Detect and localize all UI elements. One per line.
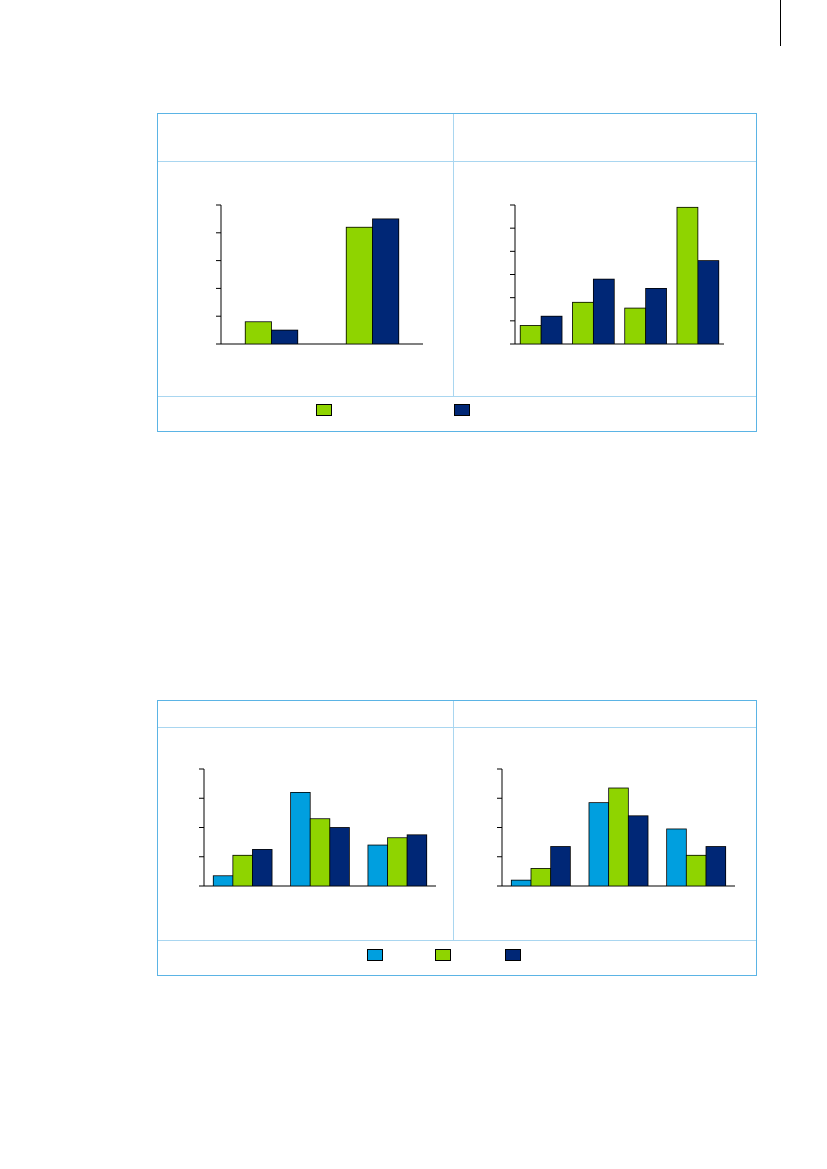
fig2-legend-item-blue <box>367 949 389 961</box>
title-divider <box>158 161 756 162</box>
bar <box>676 206 699 345</box>
bar <box>697 260 720 345</box>
fig1-left-chart <box>216 204 423 345</box>
fig1-legend <box>316 404 476 416</box>
legend-swatch <box>367 949 383 961</box>
legend-swatch <box>435 949 451 961</box>
bar <box>329 827 350 887</box>
panel-divider <box>453 701 454 940</box>
fig2-left-chart <box>199 768 436 887</box>
bar <box>271 329 299 345</box>
bar <box>372 218 400 345</box>
bar <box>540 315 563 345</box>
figure-2 <box>157 700 757 976</box>
bar <box>345 226 373 345</box>
panel-divider <box>453 114 454 396</box>
fig1-right-chart <box>510 204 724 345</box>
bar <box>519 325 542 345</box>
bar <box>510 879 532 887</box>
legend-swatch <box>505 949 521 961</box>
bar <box>624 307 647 345</box>
bar <box>252 849 273 887</box>
figure-1 <box>157 113 757 432</box>
fig1-legend-item-green <box>316 404 338 416</box>
bar <box>685 854 707 887</box>
bar <box>627 815 649 887</box>
legend-divider <box>158 940 756 941</box>
bar <box>645 288 667 345</box>
bar <box>588 802 610 887</box>
fig2-right-chart <box>497 768 735 887</box>
title-divider <box>158 727 756 728</box>
fig2-legend-item-green <box>435 949 457 961</box>
bar <box>592 278 615 345</box>
fig2-legend-item-navy <box>505 949 527 961</box>
bar <box>572 301 594 345</box>
bar <box>530 868 552 887</box>
bar <box>406 834 428 887</box>
legend-divider <box>158 396 756 397</box>
fig2-legend <box>367 949 527 961</box>
bar <box>666 828 687 887</box>
bar <box>705 846 727 887</box>
bar <box>550 846 571 887</box>
fig1-legend-item-navy <box>454 404 476 416</box>
margin-rule <box>780 0 781 46</box>
bar <box>608 787 629 887</box>
legend-swatch <box>316 404 332 416</box>
legend-swatch <box>454 404 470 416</box>
